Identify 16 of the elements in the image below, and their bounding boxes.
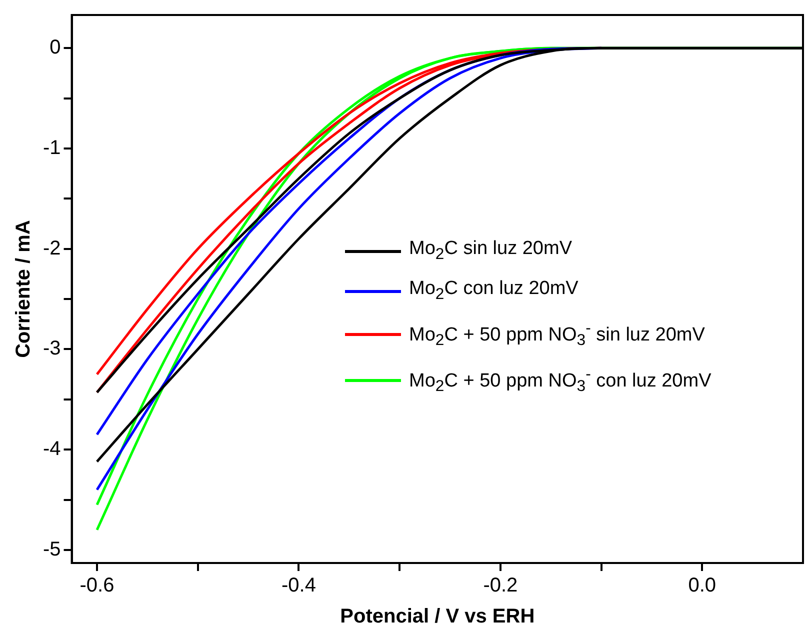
x-tick-label: -0.4 — [281, 574, 316, 597]
x-axis-title: Potencial / V vs ERH — [340, 606, 535, 628]
legend-label: Mo$_{2}$C sin luz 20mV — [409, 237, 572, 265]
y-tick-label: -4 — [42, 438, 61, 460]
y-tick-label: -5 — [42, 538, 61, 560]
legend-label: Mo$_{2}$C + 50 ppm NO$_{3}$$^{-}$ con luz 20mV — [409, 364, 712, 397]
y-tick-label: 0 — [50, 36, 61, 59]
y-tick-label: -2 — [42, 237, 61, 260]
x-tick-label: -0.2 — [483, 574, 518, 597]
legend-label: Mo$_{2}$C + 50 ppm NO$_{3}$$^{-}$ sin luz 20mV — [409, 318, 705, 351]
x-tick-label: 0.0 — [688, 574, 716, 597]
x-tick-label: -0.6 — [80, 574, 114, 597]
legend-label: Mo$_{2}$C con luz 20mV — [409, 276, 578, 305]
y-tick-label: -3 — [42, 338, 61, 360]
y-tick-label: -1 — [42, 137, 61, 160]
y-axis-title: Corriente / mA — [12, 220, 35, 358]
